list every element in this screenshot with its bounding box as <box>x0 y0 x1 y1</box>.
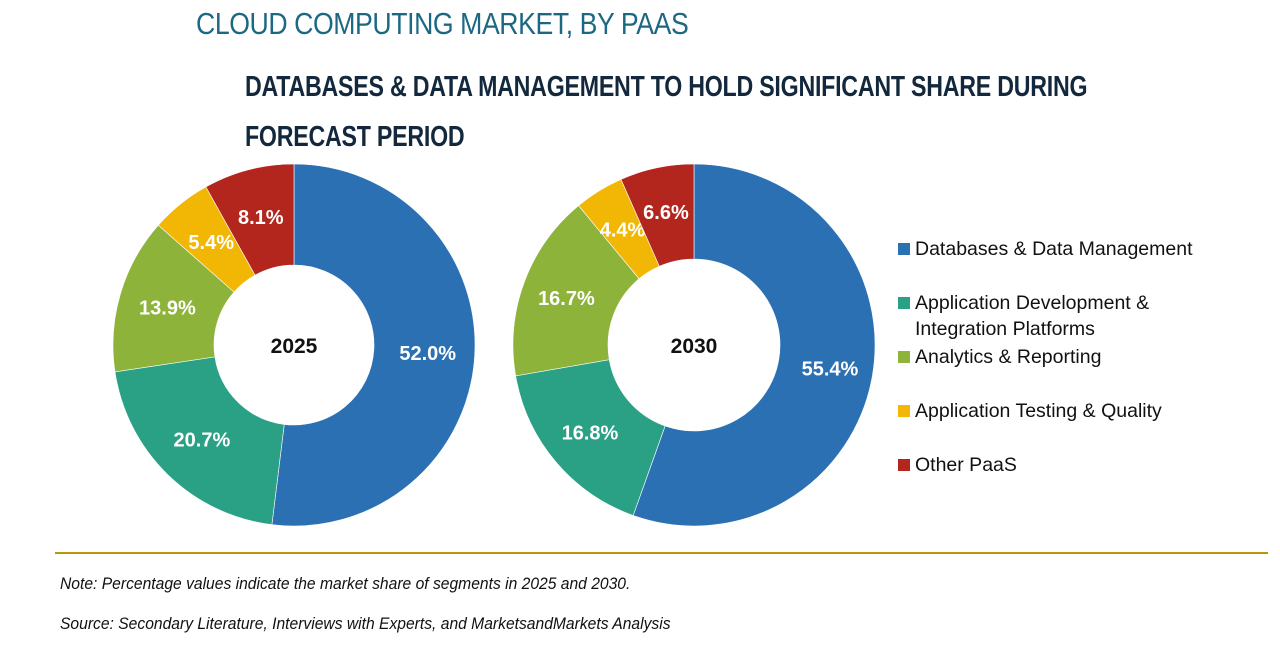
data-label-databases: 55.4% <box>802 359 859 381</box>
data-label-testing: 4.4% <box>600 219 646 241</box>
legend-item-analytics: Analytics & Reporting <box>898 344 1101 370</box>
legend-swatch-testing <box>898 405 910 417</box>
legend-label-testing: Application Testing & Quality <box>915 400 1162 422</box>
slice-analytics <box>112 224 235 373</box>
data-label-databases: 52.0% <box>399 343 456 365</box>
slice-other <box>620 163 695 267</box>
donut-chart-2025: 52.0% 20.7% 13.9% 5.4%8.1% 2025 <box>112 163 476 527</box>
footer-divider <box>55 552 1268 554</box>
legend-swatch-app-development <box>898 297 910 309</box>
legend-label-app-development: Application Development & Integration Pla… <box>915 292 1150 340</box>
subtitle-line-2: FORECAST PERIOD <box>245 121 465 153</box>
legend-label-other: Other PaaS <box>915 454 1017 476</box>
legend-item-app-development: Application Development & Integration Pla… <box>898 290 1149 342</box>
data-label-other: 6.6% <box>643 202 689 224</box>
slice-other <box>205 163 295 276</box>
slice-analytics <box>512 205 640 377</box>
slice-databases <box>271 163 476 527</box>
legend-item-other: Other PaaS <box>898 452 1017 478</box>
chart-title: CLOUD COMPUTING MARKET, BY PAAS <box>196 6 689 41</box>
data-label-app-development: 20.7% <box>174 430 231 452</box>
footer-note: Note: Percentage values indicate the mar… <box>60 574 631 593</box>
footer-source: Source: Secondary Literature, Interviews… <box>60 614 671 633</box>
legend-swatch-analytics <box>898 351 910 363</box>
data-label-app-development: 16.8% <box>562 423 619 445</box>
slice-app-development <box>515 359 666 516</box>
center-label-year: 2025 <box>271 335 318 358</box>
data-label-testing: 5.4% <box>188 232 234 254</box>
legend-label-databases: Databases & Data Management <box>915 238 1193 260</box>
center-label-year: 2030 <box>671 335 718 358</box>
subtitle-line-1: DATABASES & DATA MANAGEMENT TO HOLD SIGN… <box>245 71 1088 103</box>
legend-swatch-other <box>898 459 910 471</box>
legend-swatch-databases <box>898 243 910 255</box>
data-label-other: 8.1% <box>238 207 284 229</box>
data-label-analytics: 16.7% <box>538 288 595 310</box>
slice-app-development <box>114 356 285 525</box>
donut-chart-2030: 55.4% 16.8% 16.7% 4.4%6.6% 2030 <box>512 163 876 527</box>
chart-subtitle: DATABASES & DATA MANAGEMENT TO HOLD SIGN… <box>245 62 1088 162</box>
legend-item-databases: Databases & Data Management <box>898 236 1193 262</box>
legend-label-analytics: Analytics & Reporting <box>915 346 1102 368</box>
legend-item-testing: Application Testing & Quality <box>898 398 1162 424</box>
data-label-analytics: 13.9% <box>139 298 196 320</box>
slice-databases <box>632 163 876 527</box>
